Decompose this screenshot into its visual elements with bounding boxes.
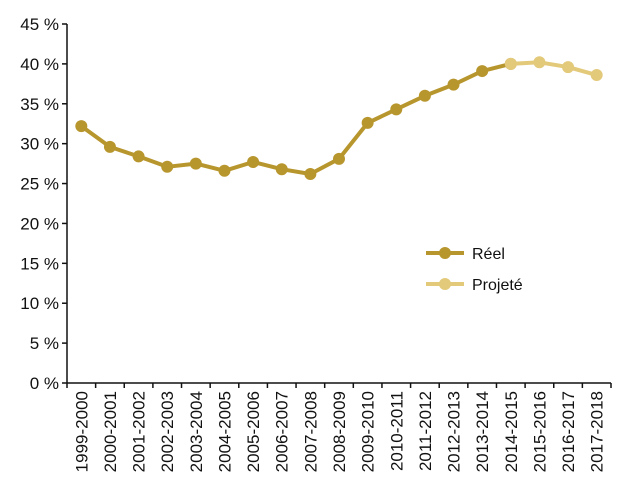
data-point-series-0 <box>247 156 260 169</box>
legend-marker-projete <box>439 278 451 290</box>
x-tick-label: 2000-2001 <box>101 391 120 472</box>
legend-marker-reel <box>439 247 451 259</box>
series-layer <box>75 56 603 180</box>
legend-label-projete: Projeté <box>472 277 523 294</box>
x-tick-label: 1999-2000 <box>72 391 91 472</box>
y-tick-label: 40 % <box>20 55 59 74</box>
data-point-series-0 <box>132 150 145 163</box>
x-tick-label: 2006-2007 <box>273 391 292 472</box>
data-point-series-1 <box>562 61 575 74</box>
data-point-series-0 <box>361 116 374 129</box>
x-tick-label: 2009-2010 <box>359 391 378 472</box>
data-point-series-0 <box>333 152 345 165</box>
data-point-series-1 <box>504 57 517 70</box>
legend-label-reel: Réel <box>472 246 505 263</box>
data-point-series-0 <box>161 160 174 173</box>
y-tick-label: 5 % <box>30 334 59 353</box>
y-tick-label: 20 % <box>20 214 59 233</box>
series-line-1 <box>510 60 598 77</box>
x-tick-label: 2010-2011 <box>387 391 406 471</box>
data-point-series-0 <box>390 103 403 116</box>
legend: Réel Projeté <box>426 246 523 294</box>
x-axis-ticks: 1999-2000 2000-2001 2001-2002 2002-2003 2003… <box>66 383 612 472</box>
series-line-0 <box>80 61 512 176</box>
data-point-series-1 <box>533 56 546 69</box>
y-tick-label: 0 % <box>30 374 59 393</box>
x-tick-label: 2001-2002 <box>130 391 149 472</box>
y-tick-label: 35 % <box>20 95 59 114</box>
x-tick-label: 2002-2003 <box>158 391 177 472</box>
y-tick-label: 45 % <box>20 15 59 34</box>
x-tick-label: 2014-2015 <box>502 391 521 472</box>
x-tick-label: 2017-2018 <box>588 391 607 472</box>
data-point-series-0 <box>103 140 116 153</box>
data-point-series-0 <box>189 157 202 170</box>
x-tick-label: 2005-2006 <box>244 391 263 472</box>
data-point-series-0 <box>275 163 288 176</box>
y-tick-label: 30 % <box>20 135 59 154</box>
data-point-series-0 <box>447 78 460 91</box>
y-tick-label: 10 % <box>20 294 59 313</box>
x-tick-label: 2012-2013 <box>445 391 464 472</box>
y-axis-ticks: 0 % 5 % 10 % 15 % 20 % 25 % 30 % 35 % 40 % 45 % <box>20 15 67 393</box>
x-tick-label: 2003-2004 <box>187 391 206 472</box>
x-tick-label: 2015-2016 <box>530 391 549 472</box>
data-point-series-0 <box>218 164 231 177</box>
x-tick-label: 2004-2005 <box>215 391 234 472</box>
data-point-series-0 <box>476 65 489 78</box>
x-tick-label: 2013-2014 <box>473 391 492 472</box>
x-tick-label: 2008-2009 <box>330 391 349 472</box>
data-point-series-0 <box>418 89 431 102</box>
axes <box>66 24 611 384</box>
x-tick-label: 2016-2017 <box>559 391 578 472</box>
x-tick-label: 2007-2008 <box>301 391 320 472</box>
data-point-series-1 <box>590 69 603 82</box>
data-point-series-0 <box>304 167 317 180</box>
y-tick-label: 25 % <box>20 175 59 194</box>
data-point-series-0 <box>75 120 88 133</box>
x-tick-label: 2011-2012 <box>416 391 435 471</box>
y-tick-label: 15 % <box>20 254 59 273</box>
